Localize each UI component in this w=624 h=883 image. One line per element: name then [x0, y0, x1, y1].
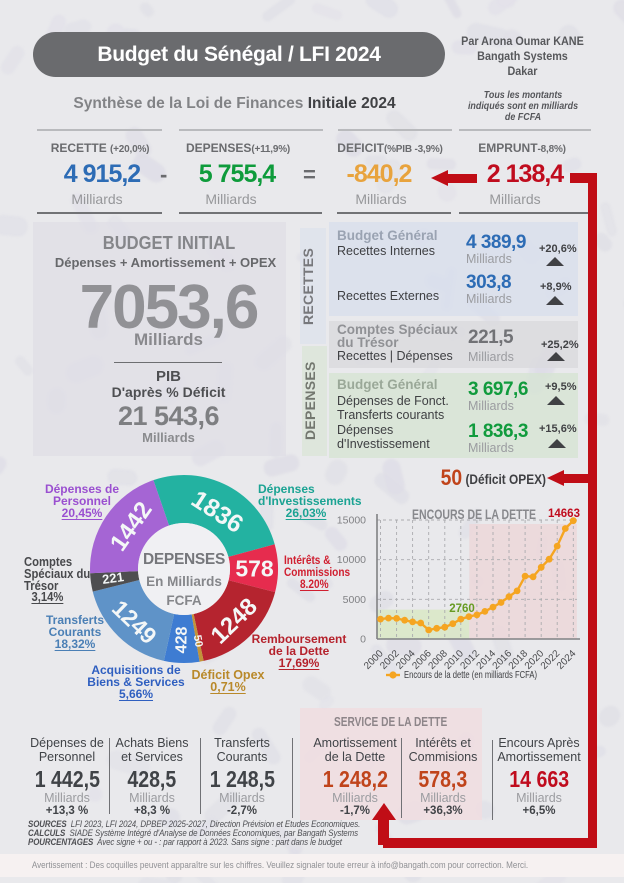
svg-text:2760: 2760: [449, 603, 475, 615]
svg-text:2024: 2024: [555, 648, 579, 672]
svg-text:10000: 10000: [337, 554, 366, 566]
svg-text:50: 50: [191, 634, 205, 648]
svg-text:428: 428: [173, 626, 190, 653]
svg-text:14663: 14663: [548, 508, 580, 520]
svg-text:Encours de la dette (en millia: Encours de la dette (en milliards FCFA): [404, 669, 537, 681]
svg-text:578: 578: [235, 555, 274, 581]
svg-text:0: 0: [360, 634, 366, 646]
svg-text:ENCOURS DE LA DETTE: ENCOURS DE LA DETTE: [412, 506, 536, 522]
svg-text:221: 221: [101, 569, 125, 587]
svg-text:5000: 5000: [343, 594, 367, 606]
svg-text:15000: 15000: [337, 515, 366, 527]
